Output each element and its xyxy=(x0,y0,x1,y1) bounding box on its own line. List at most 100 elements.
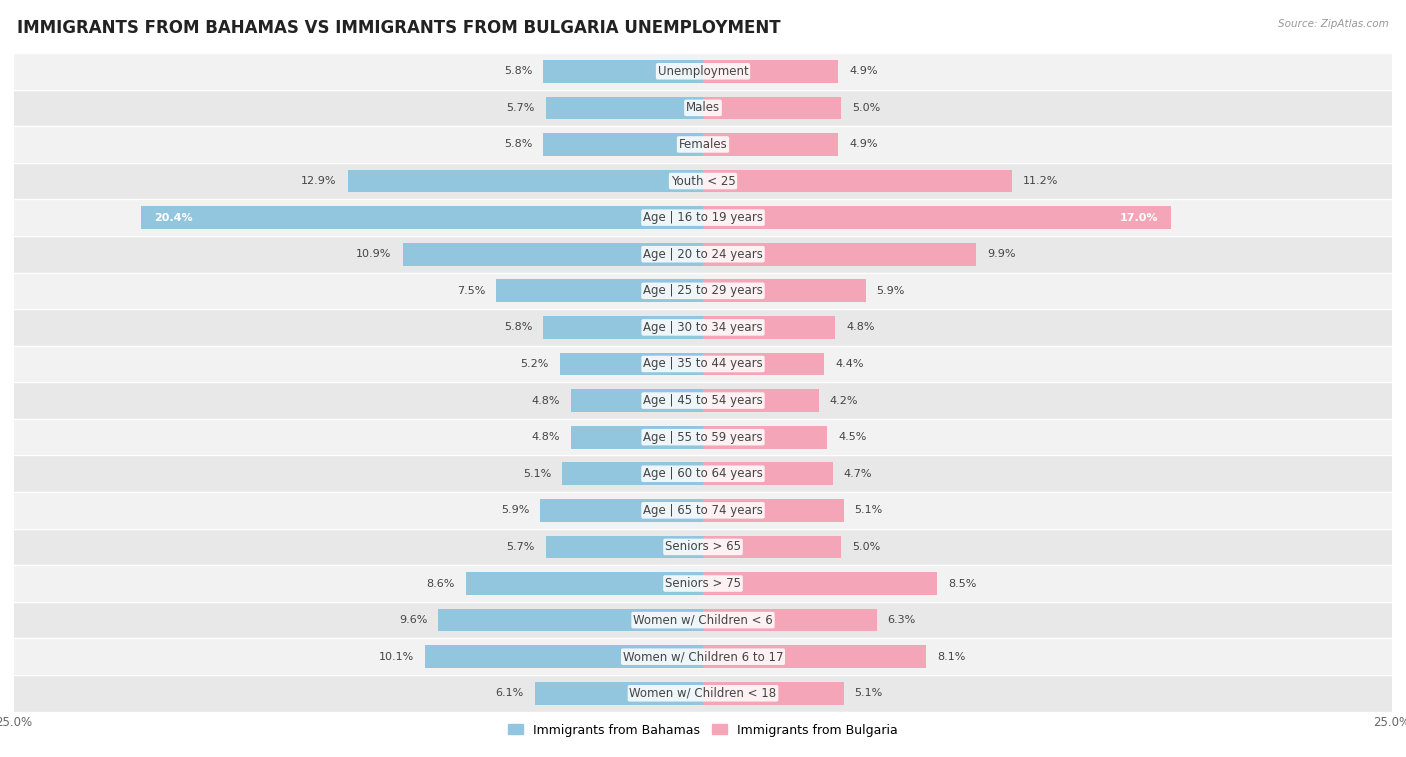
Bar xyxy=(703,316,835,338)
Text: 5.0%: 5.0% xyxy=(852,103,880,113)
Bar xyxy=(571,426,703,448)
Text: 5.9%: 5.9% xyxy=(501,506,530,516)
Bar xyxy=(14,163,1392,199)
Bar xyxy=(14,89,1392,126)
Bar xyxy=(543,60,703,83)
Bar xyxy=(703,170,1012,192)
Bar xyxy=(534,682,703,705)
Text: Age | 25 to 29 years: Age | 25 to 29 years xyxy=(643,285,763,298)
Bar xyxy=(540,499,703,522)
Bar xyxy=(14,309,1392,346)
Text: 4.5%: 4.5% xyxy=(838,432,866,442)
Text: 9.6%: 9.6% xyxy=(399,615,427,625)
Bar xyxy=(347,170,703,192)
Text: 4.8%: 4.8% xyxy=(846,322,875,332)
Bar xyxy=(14,346,1392,382)
Text: Age | 30 to 34 years: Age | 30 to 34 years xyxy=(643,321,763,334)
Bar xyxy=(703,279,866,302)
Bar xyxy=(546,536,703,558)
Bar xyxy=(14,528,1392,565)
Text: 4.2%: 4.2% xyxy=(830,396,858,406)
Text: Seniors > 65: Seniors > 65 xyxy=(665,540,741,553)
Text: 4.4%: 4.4% xyxy=(835,359,863,369)
Text: 4.9%: 4.9% xyxy=(849,67,877,76)
Text: Youth < 25: Youth < 25 xyxy=(671,175,735,188)
Text: 8.6%: 8.6% xyxy=(426,578,456,588)
Text: Women w/ Children < 18: Women w/ Children < 18 xyxy=(630,687,776,699)
Bar xyxy=(14,675,1392,712)
Text: 5.8%: 5.8% xyxy=(503,67,531,76)
Text: 5.1%: 5.1% xyxy=(523,469,551,478)
Text: Age | 65 to 74 years: Age | 65 to 74 years xyxy=(643,504,763,517)
Bar xyxy=(14,382,1392,419)
Bar xyxy=(14,419,1392,456)
Bar xyxy=(546,97,703,119)
Bar xyxy=(425,646,703,668)
Bar xyxy=(703,133,838,156)
Bar xyxy=(703,243,976,266)
Text: 8.1%: 8.1% xyxy=(938,652,966,662)
Text: Source: ZipAtlas.com: Source: ZipAtlas.com xyxy=(1278,19,1389,29)
Bar xyxy=(703,207,1171,229)
Text: IMMIGRANTS FROM BAHAMAS VS IMMIGRANTS FROM BULGARIA UNEMPLOYMENT: IMMIGRANTS FROM BAHAMAS VS IMMIGRANTS FR… xyxy=(17,19,780,37)
Text: 6.3%: 6.3% xyxy=(887,615,915,625)
Bar xyxy=(703,646,927,668)
Bar xyxy=(543,133,703,156)
Text: 5.9%: 5.9% xyxy=(876,286,905,296)
Text: Age | 60 to 64 years: Age | 60 to 64 years xyxy=(643,467,763,480)
Text: Women w/ Children 6 to 17: Women w/ Children 6 to 17 xyxy=(623,650,783,663)
Text: 20.4%: 20.4% xyxy=(155,213,193,223)
Bar xyxy=(703,682,844,705)
Text: 5.8%: 5.8% xyxy=(503,139,531,149)
Text: 5.0%: 5.0% xyxy=(852,542,880,552)
Text: 4.8%: 4.8% xyxy=(531,396,560,406)
Text: Age | 55 to 59 years: Age | 55 to 59 years xyxy=(643,431,763,444)
Bar xyxy=(141,207,703,229)
Bar xyxy=(703,97,841,119)
Bar xyxy=(703,389,818,412)
Bar xyxy=(496,279,703,302)
Text: 8.5%: 8.5% xyxy=(948,578,977,588)
Bar xyxy=(703,426,827,448)
Text: Women w/ Children < 6: Women w/ Children < 6 xyxy=(633,614,773,627)
Bar xyxy=(402,243,703,266)
Text: 5.7%: 5.7% xyxy=(506,103,534,113)
Bar xyxy=(14,199,1392,236)
Bar xyxy=(703,463,832,485)
Text: 9.9%: 9.9% xyxy=(987,249,1015,259)
Legend: Immigrants from Bahamas, Immigrants from Bulgaria: Immigrants from Bahamas, Immigrants from… xyxy=(503,718,903,742)
Bar xyxy=(14,638,1392,675)
Text: 7.5%: 7.5% xyxy=(457,286,485,296)
Text: 5.1%: 5.1% xyxy=(855,506,883,516)
Text: 4.8%: 4.8% xyxy=(531,432,560,442)
Bar xyxy=(14,53,1392,89)
Bar xyxy=(703,572,938,595)
Bar xyxy=(703,60,838,83)
Bar xyxy=(560,353,703,375)
Text: Age | 20 to 24 years: Age | 20 to 24 years xyxy=(643,248,763,260)
Text: 12.9%: 12.9% xyxy=(301,176,336,186)
Text: Age | 35 to 44 years: Age | 35 to 44 years xyxy=(643,357,763,370)
Text: 10.1%: 10.1% xyxy=(378,652,413,662)
Bar xyxy=(14,273,1392,309)
Text: 10.9%: 10.9% xyxy=(356,249,392,259)
Text: 5.8%: 5.8% xyxy=(503,322,531,332)
Bar xyxy=(14,565,1392,602)
Text: 5.1%: 5.1% xyxy=(855,688,883,698)
Text: 17.0%: 17.0% xyxy=(1119,213,1157,223)
Bar xyxy=(543,316,703,338)
Bar xyxy=(703,353,824,375)
Bar xyxy=(562,463,703,485)
Text: Age | 16 to 19 years: Age | 16 to 19 years xyxy=(643,211,763,224)
Bar xyxy=(703,609,876,631)
Bar xyxy=(14,126,1392,163)
Bar xyxy=(703,499,844,522)
Text: Females: Females xyxy=(679,138,727,151)
Bar xyxy=(465,572,703,595)
Bar xyxy=(14,456,1392,492)
Text: 4.7%: 4.7% xyxy=(844,469,872,478)
Text: 4.9%: 4.9% xyxy=(849,139,877,149)
Text: Males: Males xyxy=(686,101,720,114)
Text: 5.7%: 5.7% xyxy=(506,542,534,552)
Bar xyxy=(14,492,1392,528)
